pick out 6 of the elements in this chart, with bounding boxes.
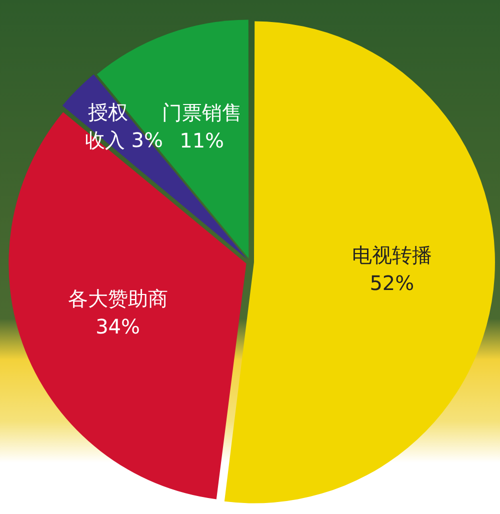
data-label: 34% (96, 314, 140, 339)
data-label: 52% (370, 271, 414, 296)
slice-label: 门票销售 (162, 100, 242, 124)
data-label: 11% (180, 128, 224, 152)
slice-label: 电视转播 (352, 243, 432, 268)
slice-label: 各大赞助商 (68, 286, 168, 311)
